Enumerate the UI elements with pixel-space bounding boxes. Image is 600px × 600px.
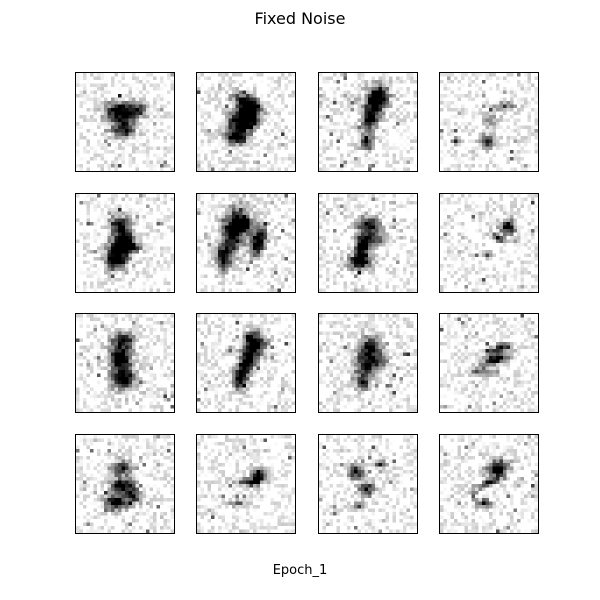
sample-r3-c1-image bbox=[76, 314, 174, 412]
sample-r1-c2 bbox=[196, 72, 296, 172]
sample-r2-c2 bbox=[196, 193, 296, 293]
sample-r3-c2 bbox=[196, 313, 296, 413]
sample-r3-c1 bbox=[75, 313, 175, 413]
sample-r3-c3 bbox=[318, 313, 418, 413]
sample-r4-c3-image bbox=[319, 435, 417, 533]
sample-r4-c4 bbox=[439, 434, 539, 534]
sample-r1-c1-image bbox=[76, 73, 174, 171]
figure-title: Fixed Noise bbox=[254, 9, 346, 28]
sample-r2-c2-image bbox=[197, 194, 295, 292]
sample-r2-c3 bbox=[318, 193, 418, 293]
sample-r2-c3-image bbox=[319, 194, 417, 292]
sample-r1-c4 bbox=[439, 72, 539, 172]
figure-footer-label: Epoch_1 bbox=[272, 563, 328, 578]
sample-r4-c4-image bbox=[440, 435, 538, 533]
sample-r1-c3-image bbox=[319, 73, 417, 171]
sample-r3-c2-image bbox=[197, 314, 295, 412]
sample-r4-c1-image bbox=[76, 435, 174, 533]
sample-r4-c3 bbox=[318, 434, 418, 534]
sample-r2-c1-image bbox=[76, 194, 174, 292]
sample-r2-c4-image bbox=[440, 194, 538, 292]
sample-r3-c4 bbox=[439, 313, 539, 413]
sample-r1-c4-image bbox=[440, 73, 538, 171]
sample-r2-c4 bbox=[439, 193, 539, 293]
sample-r1-c2-image bbox=[197, 73, 295, 171]
sample-r1-c3 bbox=[318, 72, 418, 172]
sample-r3-c3-image bbox=[319, 314, 417, 412]
sample-r4-c2-image bbox=[197, 435, 295, 533]
sample-r4-c1 bbox=[75, 434, 175, 534]
sample-r1-c1 bbox=[75, 72, 175, 172]
sample-r3-c4-image bbox=[440, 314, 538, 412]
sample-r4-c2 bbox=[196, 434, 296, 534]
sample-r2-c1 bbox=[75, 193, 175, 293]
